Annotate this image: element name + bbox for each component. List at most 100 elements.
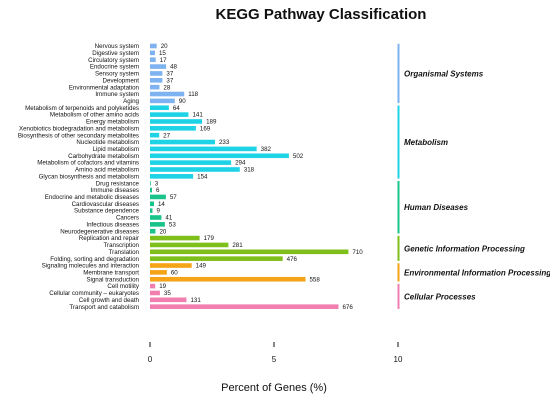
value-label: 35 — [164, 290, 171, 297]
category-label: Xenobiotics biodegradation and metabolis… — [19, 125, 139, 132]
x-tick-label: 5 — [272, 355, 277, 364]
category-label: Immune diseases — [91, 187, 140, 194]
category-label: Drug resistance — [96, 180, 140, 187]
value-label: 318 — [244, 167, 255, 174]
category-label: Transcription — [103, 242, 139, 249]
value-label: 90 — [179, 98, 186, 105]
bar — [150, 249, 349, 255]
x-tick-label: 0 — [148, 355, 153, 364]
category-label: Aging — [123, 98, 139, 105]
bars-layer: Nervous system 20 Digestive system 15 Circul… — [18, 43, 363, 311]
x-axis-title: Percent of Genes (%) — [221, 382, 327, 394]
bar — [150, 139, 215, 145]
value-label: 28 — [163, 84, 170, 91]
category-label: Metabolism of other amino acids — [50, 112, 139, 119]
bar — [150, 270, 167, 275]
value-label: 14 — [158, 201, 165, 208]
category-label: Glycan biosynthesis and metabolism — [39, 173, 139, 180]
bar — [150, 98, 175, 104]
category-label: Membrane transport — [83, 269, 139, 276]
category-label: Sensory system — [95, 71, 139, 78]
value-label: 9 — [156, 208, 160, 215]
value-label: 154 — [197, 173, 208, 180]
value-label: 27 — [163, 132, 170, 139]
category-label: Metabolism of cofactors and vitamins — [37, 160, 139, 167]
bar — [150, 297, 187, 303]
bar — [150, 304, 339, 309]
bar — [150, 64, 167, 69]
bar — [150, 71, 163, 76]
value-label: 57 — [170, 194, 177, 201]
bar — [150, 228, 156, 234]
category-label: Nucleotide metabolism — [76, 139, 139, 146]
bar — [150, 208, 153, 213]
category-label: Environmental adaptation — [69, 84, 140, 91]
x-tick-label: 10 — [394, 355, 403, 364]
value-label: 20 — [161, 43, 168, 50]
bar — [150, 50, 155, 56]
category-label: Carbohydrate metabolism — [68, 153, 139, 160]
category-label: Substance dependence — [74, 208, 140, 215]
bar — [150, 91, 185, 97]
value-label: 15 — [159, 50, 166, 57]
value-label: 476 — [287, 256, 298, 263]
bar — [150, 112, 189, 117]
value-label: 3 — [155, 180, 159, 187]
bar — [150, 194, 166, 200]
bar — [150, 187, 152, 193]
bar — [150, 160, 232, 165]
value-label: 294 — [235, 160, 246, 167]
category-label: Endocrine and metabolic diseases — [45, 194, 139, 201]
bar — [150, 78, 163, 83]
value-label: 37 — [166, 71, 173, 78]
category-label: Cellular community – eukaryotes — [49, 290, 139, 297]
category-label: Cell motility — [107, 283, 140, 290]
bar — [150, 119, 203, 124]
bar — [150, 242, 229, 248]
bar — [150, 215, 162, 220]
bar — [150, 263, 192, 268]
bar — [150, 132, 160, 138]
category-groups: Organismal Systems Metabolism Human Diseas… — [397, 43, 550, 309]
group-label: Genetic Information Processing — [404, 244, 525, 253]
bar — [150, 235, 200, 241]
bar — [150, 84, 160, 90]
bar — [150, 222, 165, 227]
bar — [150, 146, 257, 152]
group-label: Metabolism — [404, 138, 448, 147]
value-label: 676 — [342, 304, 353, 311]
value-label: 382 — [261, 146, 272, 153]
chart-title: KEGG Pathway Classification — [216, 6, 427, 23]
bar — [150, 256, 283, 261]
category-label: Nervous system — [95, 43, 139, 50]
category-label: Folding, sorting and degradation — [50, 256, 139, 263]
value-label: 60 — [171, 269, 178, 276]
value-label: 48 — [170, 64, 177, 71]
category-label: Neurodegenerative diseases — [60, 228, 139, 235]
category-label: Cardiovascular diseases — [72, 201, 139, 208]
value-label: 169 — [200, 125, 211, 132]
value-label: 17 — [160, 57, 167, 64]
bar — [150, 290, 160, 296]
bar — [150, 174, 194, 179]
category-label: Energy metabolism — [86, 119, 139, 126]
value-label: 6 — [156, 187, 160, 194]
value-label: 189 — [206, 119, 217, 126]
category-label: Infectious diseases — [86, 221, 139, 228]
group-label: Environmental Information Processing — [404, 268, 550, 277]
category-label: Replication and repair — [79, 235, 139, 242]
bar — [150, 180, 151, 186]
bar — [150, 153, 289, 159]
category-label: Cancers — [116, 215, 139, 222]
group-label: Organismal Systems — [404, 69, 484, 78]
category-label: Transport and catabolism — [69, 304, 139, 311]
category-label: Cell growth and death — [79, 297, 140, 304]
category-label: Signaling molecules and interaction — [42, 263, 140, 270]
value-label: 20 — [159, 228, 166, 235]
value-label: 141 — [192, 112, 203, 119]
value-label: 558 — [309, 276, 320, 283]
value-label: 710 — [352, 249, 363, 256]
category-label: Metabolism of terpenoids and polyketides — [25, 105, 139, 112]
value-label: 233 — [219, 139, 230, 146]
